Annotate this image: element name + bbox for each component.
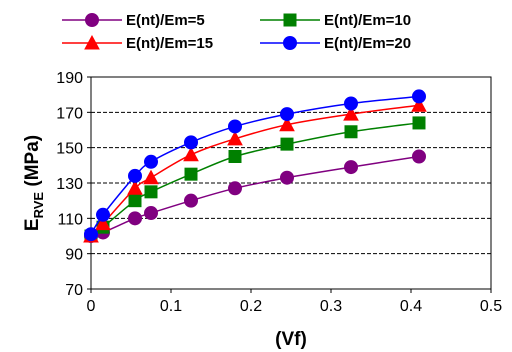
legend-marker	[84, 34, 100, 50]
data-point	[280, 137, 294, 151]
data-point	[183, 146, 199, 162]
y-tick-label: 190	[56, 70, 83, 87]
legend: E(nt)/Em=5 E(nt)/Em=10 E(nt)/Em=15 E(nt)/Em…	[62, 12, 411, 52]
data-point	[227, 130, 243, 146]
legend-label: E(nt)/Em=10	[324, 12, 411, 29]
data-point	[128, 211, 142, 226]
data-point	[184, 193, 198, 208]
x-tick-label: 0.4	[400, 298, 422, 315]
x-tick-label: 0.2	[240, 298, 262, 315]
data-point	[344, 96, 358, 111]
data-point	[228, 150, 242, 163]
data-point	[412, 116, 426, 130]
data-point	[128, 194, 142, 208]
x-tick-label: 0.1	[160, 298, 182, 315]
series-line	[90, 95, 420, 235]
data-point	[95, 215, 111, 231]
legend-marker	[283, 13, 297, 27]
y-tick-label: 150	[56, 141, 83, 158]
x-tick-label: 0	[87, 298, 96, 315]
y-tick-label: 90	[65, 247, 83, 264]
data-point	[128, 168, 142, 183]
legend-entry: E(nt)/Em=10	[260, 12, 411, 29]
data-point	[184, 167, 198, 181]
legend-label: E(nt)/Em=20	[324, 35, 411, 52]
data-point	[228, 181, 242, 196]
x-tick-label: 0.5	[480, 298, 502, 315]
legend-entry: E(nt)/Em=15	[62, 34, 213, 52]
data-point	[412, 149, 426, 164]
data-point	[412, 89, 426, 104]
y-tick-label: 130	[56, 176, 83, 193]
data-point	[344, 125, 358, 139]
data-point	[280, 170, 294, 185]
legend-marker	[283, 36, 297, 50]
data-point	[143, 169, 159, 185]
data-point	[127, 180, 143, 195]
x-axis-ticks: 0 0.1 0.2 0.3 0.4 0.5	[87, 289, 502, 315]
data-point	[344, 160, 358, 175]
data-point	[144, 185, 158, 199]
data-point	[279, 116, 295, 132]
data-point	[84, 227, 98, 242]
legend-marker	[85, 13, 99, 27]
x-tick-label: 0.3	[320, 298, 342, 315]
y-tick-label: 70	[65, 282, 83, 299]
y-axis-label-main: E	[22, 218, 43, 231]
legend-label: E(nt)/Em=15	[126, 35, 213, 52]
series-layer	[83, 89, 427, 243]
data-point	[144, 154, 158, 169]
data-point	[343, 106, 359, 121]
y-axis-ticks: 70 90 110 130 150 170 190	[56, 70, 91, 299]
legend-entry: E(nt)/Em=5	[62, 12, 205, 29]
legend-label: E(nt)/Em=5	[126, 12, 205, 29]
data-point	[280, 107, 294, 122]
y-axis-label-sub: RVE	[31, 192, 46, 219]
x-axis-label: (Vf)	[275, 329, 307, 350]
y-axis-label-unit: (MPa)	[22, 135, 43, 192]
data-point	[228, 119, 242, 134]
data-point	[96, 207, 110, 222]
data-point	[411, 97, 427, 112]
data-point	[184, 135, 198, 150]
y-axis-label: ERVE (MPa)	[22, 135, 46, 231]
series-E(nt)/Em=20	[84, 89, 426, 242]
data-point	[144, 206, 158, 221]
y-tick-label: 110	[57, 211, 83, 228]
legend-entry: E(nt)/Em=20	[260, 35, 411, 52]
y-tick-label: 170	[56, 105, 83, 122]
